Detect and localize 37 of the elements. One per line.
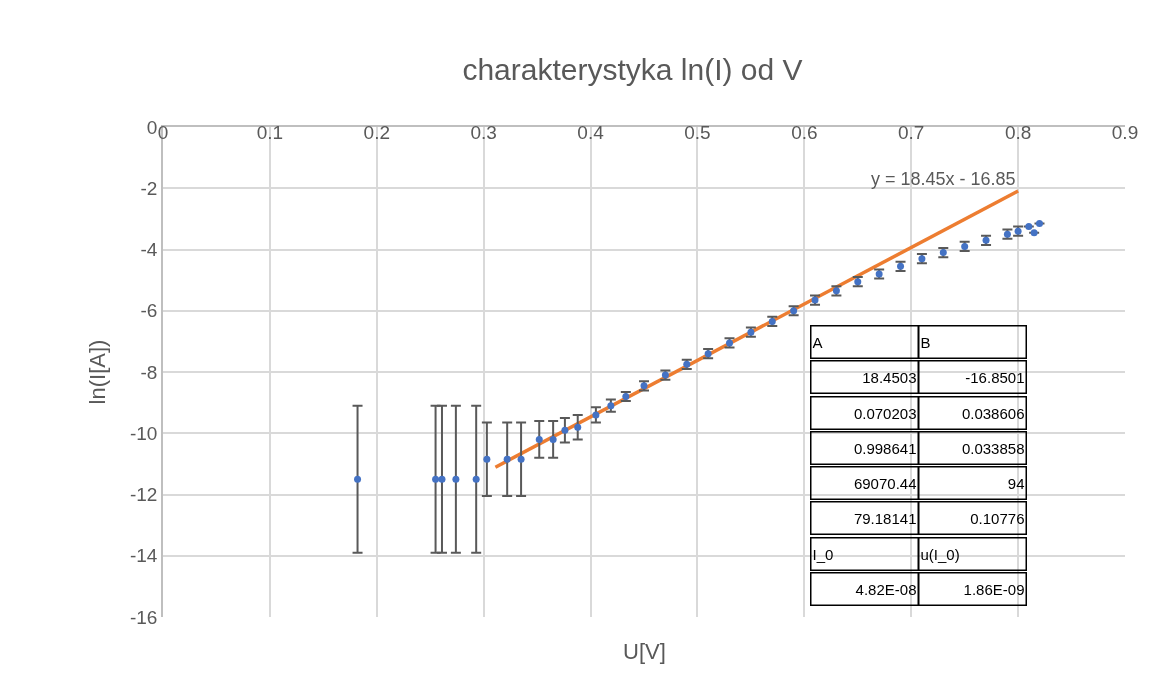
x-tick-label: 0.6 bbox=[791, 122, 818, 144]
x-tick-label: 0.7 bbox=[898, 122, 925, 144]
annotation: 0.033858 bbox=[961, 439, 1025, 457]
annotation: 0.070203 bbox=[853, 404, 917, 422]
annotation: B bbox=[920, 333, 931, 351]
annotation: A bbox=[812, 333, 823, 351]
y-tick-label: -12 bbox=[129, 484, 158, 506]
x-tick-label: 0.2 bbox=[363, 122, 390, 144]
y-axis-title: ln(I[A]) bbox=[85, 339, 111, 405]
x-tick-label: 0.9 bbox=[1111, 122, 1139, 144]
x-tick-label: 0.5 bbox=[684, 122, 711, 144]
annotation: 69070.44 bbox=[853, 474, 917, 492]
x-tick-label: 0.3 bbox=[470, 122, 497, 144]
y-tick-label: -10 bbox=[129, 422, 158, 444]
annotation: 4.82E-08 bbox=[855, 580, 917, 598]
chart-title: charakterystyka ln(I) od V bbox=[462, 52, 803, 86]
x-tick-label: 0.8 bbox=[1004, 122, 1032, 144]
x-tick-label: 0.4 bbox=[577, 122, 605, 144]
annotation: 94 bbox=[1007, 474, 1025, 492]
x-axis-title: U[V] bbox=[623, 639, 666, 664]
x-tick-label: 0.1 bbox=[256, 122, 284, 144]
y-tick-label: -16 bbox=[129, 606, 158, 628]
y-tick-label: -4 bbox=[140, 239, 158, 261]
y-tick-label: -14 bbox=[129, 545, 158, 567]
annotation: u(I_0) bbox=[920, 545, 960, 563]
annotation: 18.4503 bbox=[862, 368, 917, 386]
annotation: 0.998641 bbox=[853, 439, 917, 457]
annotation: 79.18141 bbox=[853, 509, 917, 527]
annotation: -16.8501 bbox=[965, 368, 1025, 386]
y-tick-label: -2 bbox=[140, 177, 158, 199]
y-tick-label: -8 bbox=[140, 361, 158, 383]
annotation: 0.038606 bbox=[961, 404, 1025, 422]
y-tick-label: -6 bbox=[140, 300, 158, 322]
annotation: I_0 bbox=[812, 545, 834, 563]
annotation: 0.10776 bbox=[970, 509, 1025, 527]
annotation: 1.86E-09 bbox=[963, 580, 1025, 598]
annotation: y = 18.45x - 16.85 bbox=[871, 169, 1016, 189]
